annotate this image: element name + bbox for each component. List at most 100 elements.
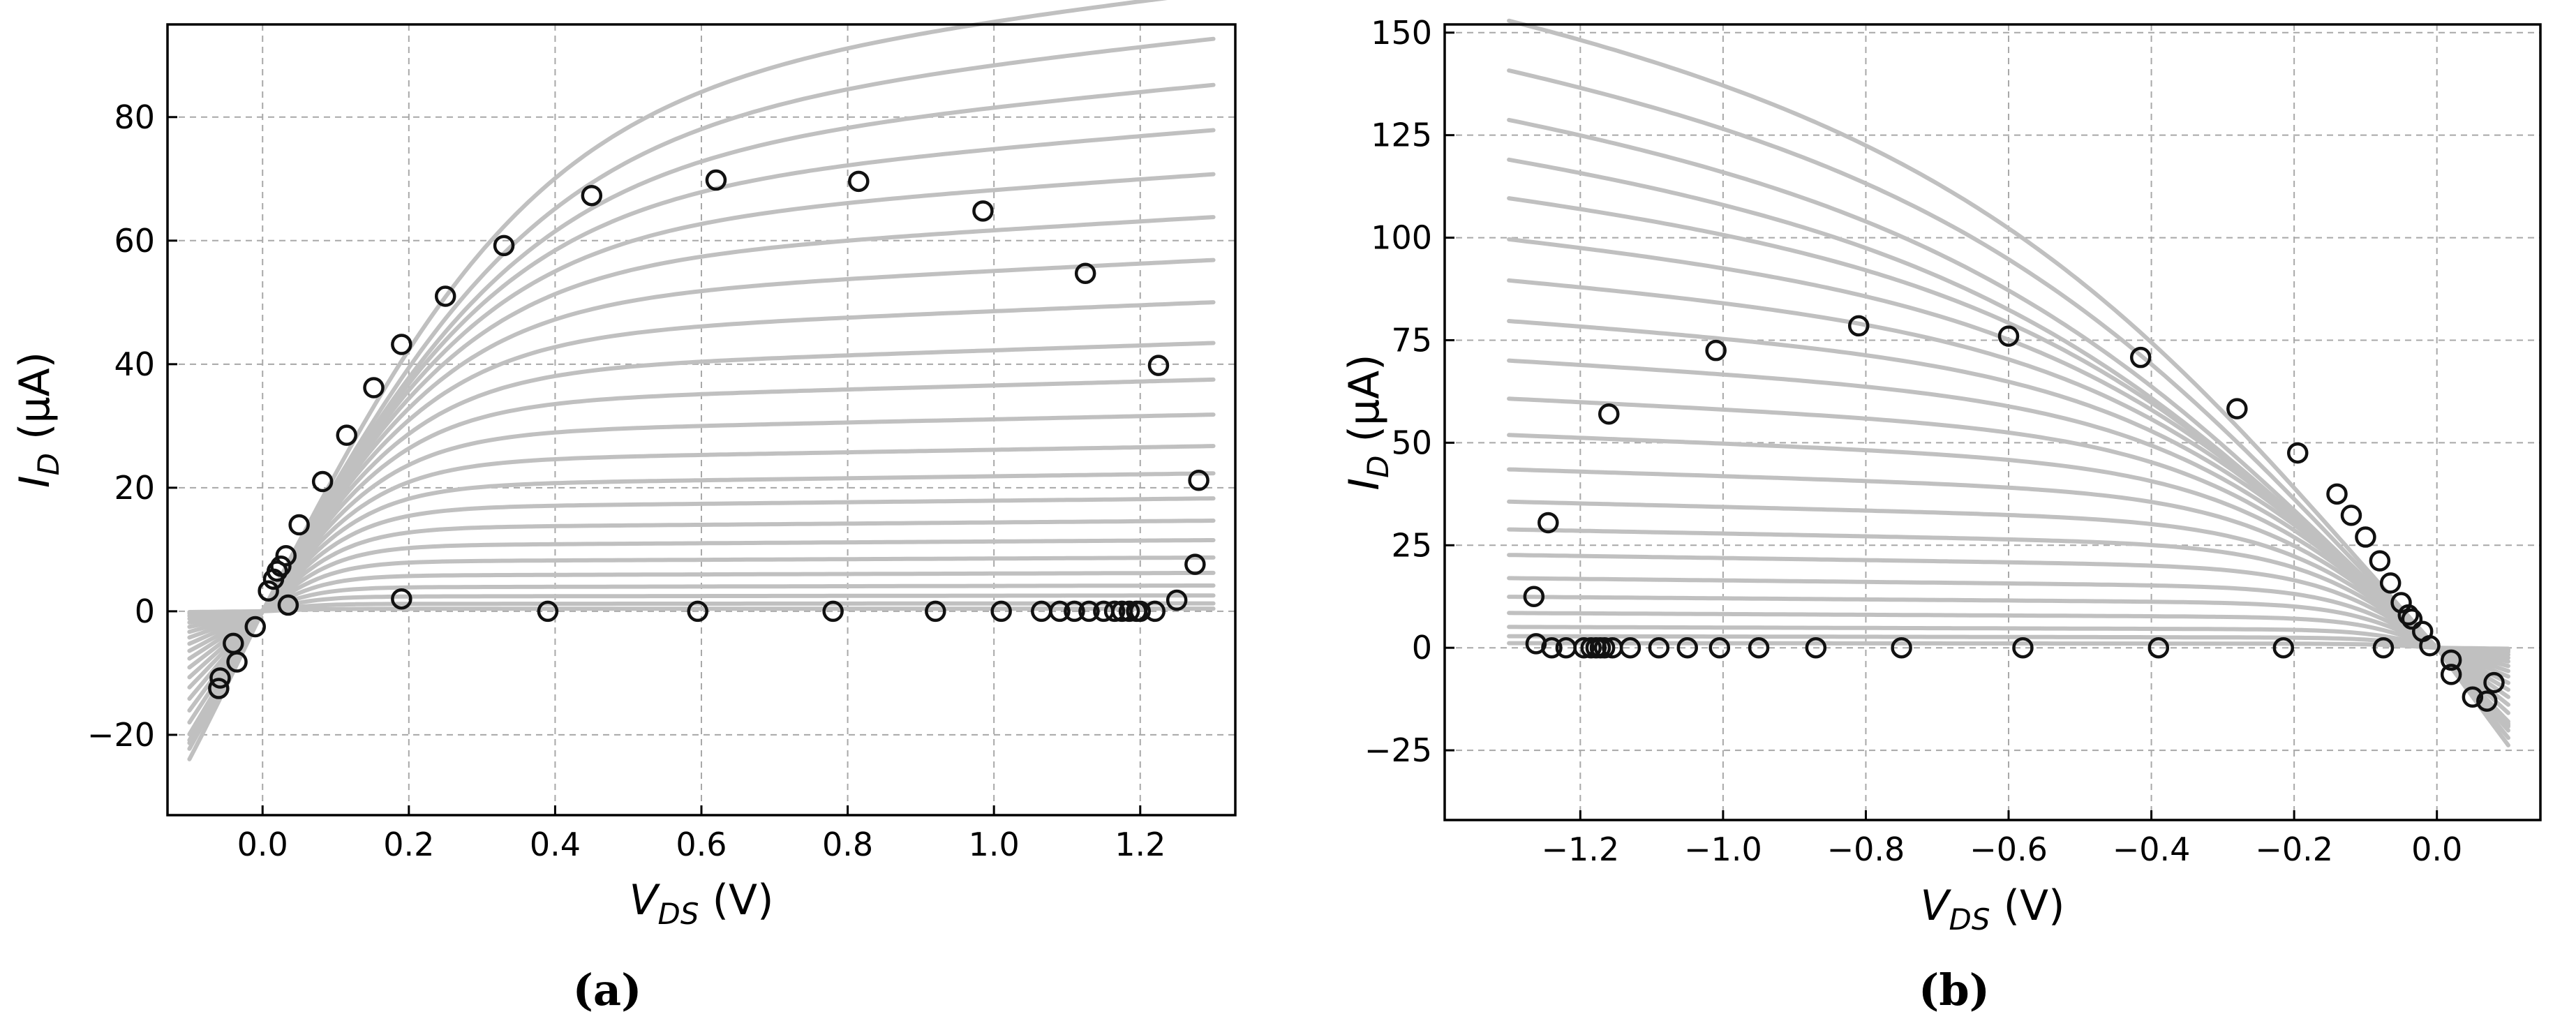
measured-point [1129,600,1152,623]
simulated-curve [1507,467,2510,685]
simulated-curves [1507,18,2510,747]
simulated-curve [1507,634,2510,653]
measured-point [2379,572,2402,594]
measured-point [391,334,412,355]
simulated-curve [1507,625,2510,655]
measured-point [1166,589,1188,611]
axis-ticks: −1.2 −1.0 −0.8 −0.6 −0.4 −0.2 0.0 −25 0 25 50 75 100… [1364,14,2462,868]
x-tick-label: 1.0 [969,826,1020,863]
panel-label: (b) [1919,964,1990,1015]
measured-point [434,285,456,307]
measured-point [822,600,844,623]
measured-point [1573,636,1595,659]
x-tick-label: 0.8 [822,826,873,863]
measured-point [266,560,288,582]
measured-point [2440,664,2462,685]
measured-point [208,678,230,699]
x-axis-label: VDS (V) [1921,881,2065,937]
measured-point [1593,636,1616,659]
simulated-curve [187,172,1216,737]
y-axis-label: ID (μA) [10,352,66,488]
measured-point [2012,636,2034,659]
x-tick-label: 0.0 [2411,830,2462,868]
simulated-curve [1507,553,2510,669]
y-tick-label: 50 [1391,424,1432,461]
measured-point [1147,355,1170,376]
measured-point [1074,262,1096,284]
measured-point [1538,512,1559,534]
measured-point [2326,483,2348,505]
measured-point [687,600,709,623]
x-tick-label: −1.2 [1541,830,1619,868]
chart-panel-a: 0.0 0.2 0.4 0.6 0.8 1.0 1.2 −20 0 20 40 60 80 VDS (V)… [10,0,1237,1015]
measured-point [925,600,946,623]
x-tick-label: 0.2 [383,826,434,863]
measured-point [2340,505,2362,526]
measured-point [1523,586,1545,607]
simulated-curve [187,593,1216,618]
simulated-curve [187,496,1216,646]
simulated-curve [1507,68,2510,740]
measured-point [2226,398,2248,419]
measured-point [336,424,357,446]
simulated-curve [187,606,1216,614]
y-tick-label: 20 [114,469,155,507]
y-tick-label: 40 [114,345,155,383]
measured-point [1118,600,1140,623]
measured-point [581,184,603,207]
measured-point [1619,636,1641,659]
measured-point [848,170,870,193]
simulated-curve [1507,433,2510,692]
measured-point [1708,636,1731,659]
measured-point [275,544,297,567]
x-tick-label: −0.6 [1970,830,2048,868]
measured-point [2462,686,2484,708]
simulated-curve [187,300,1216,701]
simulated-curve [187,377,1216,680]
measured-point [1676,636,1699,659]
measured-point [1144,600,1166,623]
simulated-curve [1507,595,2510,660]
measured-point [1891,636,1912,659]
simulated-curve [187,538,1216,634]
measured-point [2476,690,2498,712]
simulated-curve [1507,18,2510,747]
measured-point [209,667,231,689]
axis-ticks: 0.0 0.2 0.4 0.6 0.8 1.0 1.2 −20 0 20 40 60 80 [87,98,1166,863]
measured-point [363,377,385,398]
simulated-curve [187,412,1216,670]
measured-point [972,200,994,222]
y-tick-label: −20 [87,716,155,754]
measured-point [493,234,515,257]
measured-point [1847,315,1870,337]
simulated-curve [187,444,1216,661]
measured-point [1049,600,1071,623]
grid-lines [1445,24,2540,820]
measured-point [2397,604,2420,626]
x-tick-label: −0.4 [2113,830,2191,868]
x-tick-label: 0.6 [676,826,727,863]
x-tick-label: 1.2 [1115,826,1166,863]
y-tick-label: 80 [114,98,155,136]
y-tick-label: 25 [1391,526,1432,564]
measured-point [2355,526,2376,548]
measured-point [2401,608,2423,630]
measured-point [1064,600,1085,623]
measured-point [1078,600,1100,623]
measured-point [1541,636,1563,659]
simulated-curve [1507,641,2510,651]
measured-point [244,616,267,638]
measured-point [2440,649,2462,671]
y-tick-label: 75 [1391,321,1432,359]
x-tick-label: −0.8 [1827,830,1905,868]
simulated-curve [187,583,1216,621]
measured-point [1997,325,2020,347]
measured-point [277,594,299,616]
measured-point [391,588,412,610]
simulated-curves [187,0,1216,761]
simulated-curve [187,570,1216,625]
simulated-curve [1507,576,2510,664]
measured-point [2147,636,2170,659]
simulated-curve [1507,527,2510,673]
